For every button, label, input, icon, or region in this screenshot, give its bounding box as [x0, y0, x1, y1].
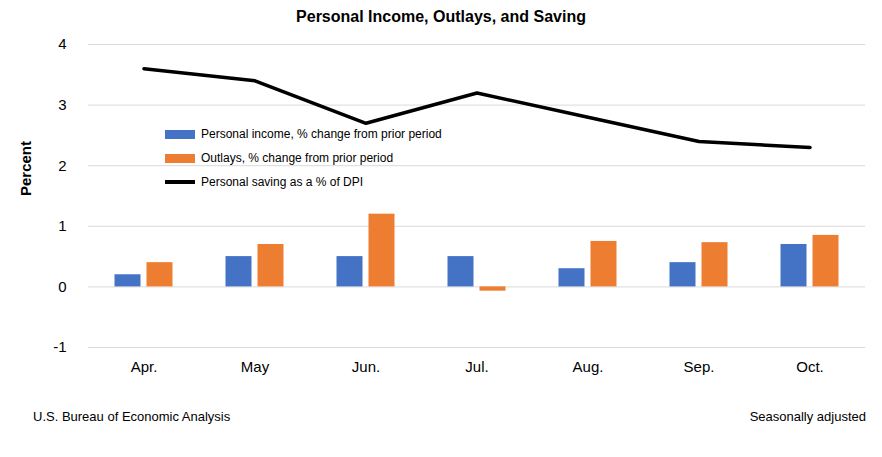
svg-text:-1: -1 [53, 338, 66, 355]
svg-text:Sep.: Sep. [684, 358, 715, 375]
html-text:Seasonally adjusted: Seasonally adjusted [749, 409, 866, 424]
svg-text:Apr.: Apr. [131, 358, 158, 375]
html-text:Personal saving as a % of DPI: Personal saving as a % of DPI [201, 175, 364, 189]
svg-text:May: May [241, 358, 270, 375]
svg-text:Percent: Percent [17, 141, 34, 196]
svg-text:Jun.: Jun. [352, 358, 380, 375]
svg-text:2: 2 [58, 157, 66, 174]
html-text:Outlays, % change from prior p: Outlays, % change from prior period [201, 151, 394, 165]
svg-text:0: 0 [58, 278, 66, 295]
html-text:Personal Income, Outlays, and: Personal Income, Outlays, and Saving [296, 8, 586, 25]
svg-text:Jul.: Jul. [465, 358, 488, 375]
svg-text:Aug.: Aug. [573, 358, 604, 375]
svg-text:4: 4 [58, 35, 66, 52]
svg-text:Oct.: Oct. [796, 358, 824, 375]
html-text:U.S. Bureau of Economic Analys: U.S. Bureau of Economic Analysis [33, 409, 231, 424]
svg-text:1: 1 [58, 217, 66, 234]
svg-text:3: 3 [58, 96, 66, 113]
html-text:Personal income, % change from: Personal income, % change from prior per… [201, 127, 442, 141]
